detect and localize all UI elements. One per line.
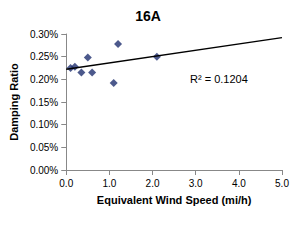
svg-text:16A: 16A — [135, 8, 161, 24]
svg-text:0.05%: 0.05% — [30, 142, 58, 153]
svg-text:3.0: 3.0 — [189, 178, 203, 189]
svg-text:0.25%: 0.25% — [30, 51, 58, 62]
svg-text:0.0: 0.0 — [59, 178, 73, 189]
svg-text:R² = 0.1204: R² = 0.1204 — [190, 73, 248, 85]
svg-text:0.00%: 0.00% — [30, 165, 58, 176]
svg-text:4.0: 4.0 — [232, 178, 246, 189]
svg-text:1.0: 1.0 — [102, 178, 116, 189]
svg-text:2.0: 2.0 — [146, 178, 160, 189]
svg-text:0.20%: 0.20% — [30, 74, 58, 85]
svg-text:Equivalent Wind Speed (mi/h): Equivalent Wind Speed (mi/h) — [97, 194, 252, 206]
svg-text:0.30%: 0.30% — [30, 29, 58, 40]
svg-text:0.10%: 0.10% — [30, 119, 58, 130]
svg-text:5.0: 5.0 — [275, 178, 289, 189]
svg-text:0.15%: 0.15% — [30, 97, 58, 108]
svg-text:Damping Ratio: Damping Ratio — [8, 63, 20, 141]
